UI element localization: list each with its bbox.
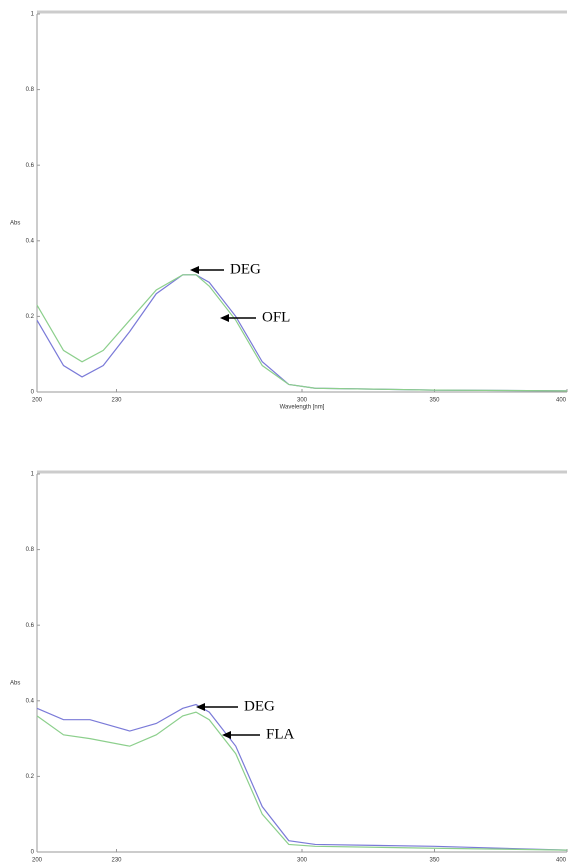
arrow-head — [190, 266, 199, 274]
x-tick-label: 200 — [32, 858, 43, 863]
y-axis-label: Abs — [10, 681, 20, 687]
y-tick-label: 0.6 — [26, 163, 35, 169]
y-axis-label: Abs — [10, 221, 20, 227]
x-tick-label: 300 — [297, 398, 308, 404]
y-tick-label: 0.4 — [26, 698, 35, 704]
y-tick-label: 0.6 — [26, 623, 35, 629]
x-tick-label: 300 — [297, 858, 308, 863]
x-tick-label: 350 — [429, 858, 440, 863]
y-tick-label: 1 — [31, 472, 35, 478]
data-line — [36, 711, 568, 851]
y-tick-label: 1 — [31, 12, 35, 18]
data-line — [36, 274, 568, 392]
annotation: DEG — [230, 261, 261, 277]
y-tick-label: 0.8 — [26, 547, 35, 553]
arrow-head — [220, 314, 229, 322]
x-tick-label: 350 — [429, 398, 440, 404]
y-tick-label: 0.2 — [26, 314, 35, 320]
x-tick-label: 400 — [556, 398, 567, 404]
y-tick-label: 0 — [31, 850, 35, 856]
x-tick-label: 400 — [556, 858, 567, 863]
x-tick-label: 200 — [32, 398, 43, 404]
arrow-head — [222, 731, 231, 739]
data-line — [36, 703, 568, 851]
data-line — [36, 274, 568, 392]
annotation: OFL — [262, 309, 290, 325]
y-tick-label: 0.4 — [26, 238, 35, 244]
y-tick-label: 0.2 — [26, 774, 35, 780]
x-tick-label: 230 — [111, 398, 122, 404]
x-tick-label: 230 — [111, 858, 122, 863]
x-axis-label: Wavelength [nm] — [280, 405, 325, 411]
annotation: FLA — [266, 726, 295, 742]
arrow-head — [196, 703, 205, 711]
y-tick-label: 0.8 — [26, 87, 35, 93]
y-tick-label: 0 — [31, 390, 35, 396]
annotation: DEG — [244, 698, 275, 714]
